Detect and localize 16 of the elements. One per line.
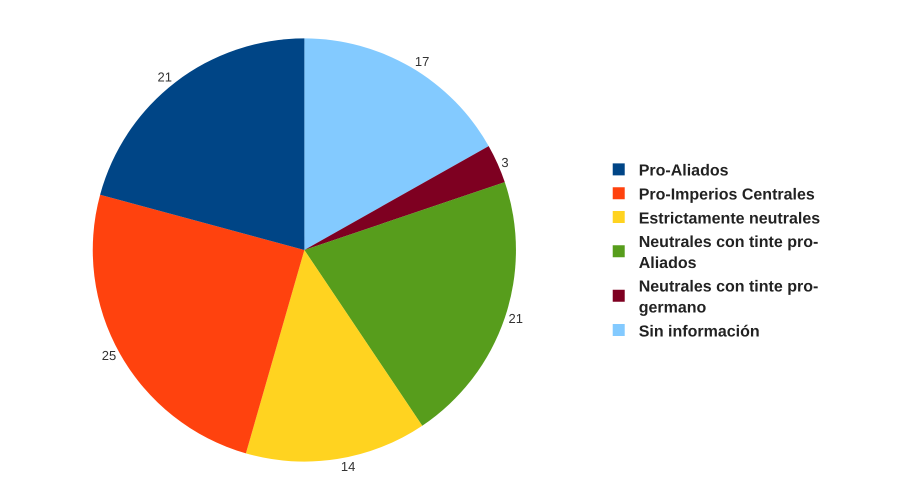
- legend-label: Pro-Aliados: [638, 162, 729, 180]
- data-label: 21: [508, 311, 523, 326]
- legend-label: Estrictamente neutrales: [638, 210, 820, 228]
- pie-slice: [304, 38, 489, 250]
- legend-label: Sin información: [638, 323, 760, 340]
- pie-slice: [100, 38, 304, 250]
- data-label: 25: [102, 348, 116, 364]
- pie-slice: [92, 194, 304, 454]
- data-label: 3: [501, 154, 509, 170]
- data-label: 17: [414, 54, 430, 70]
- legend-label: Neutrales con tinte pro-Aliados: [638, 234, 818, 272]
- data-label: 14: [340, 458, 356, 474]
- pie-slice: [246, 250, 422, 462]
- legend-label: Pro-Imperios Centrales: [638, 186, 815, 204]
- legend-label: Neutrales con tinte pro-germano: [638, 278, 818, 316]
- data-label: 21: [158, 70, 172, 85]
